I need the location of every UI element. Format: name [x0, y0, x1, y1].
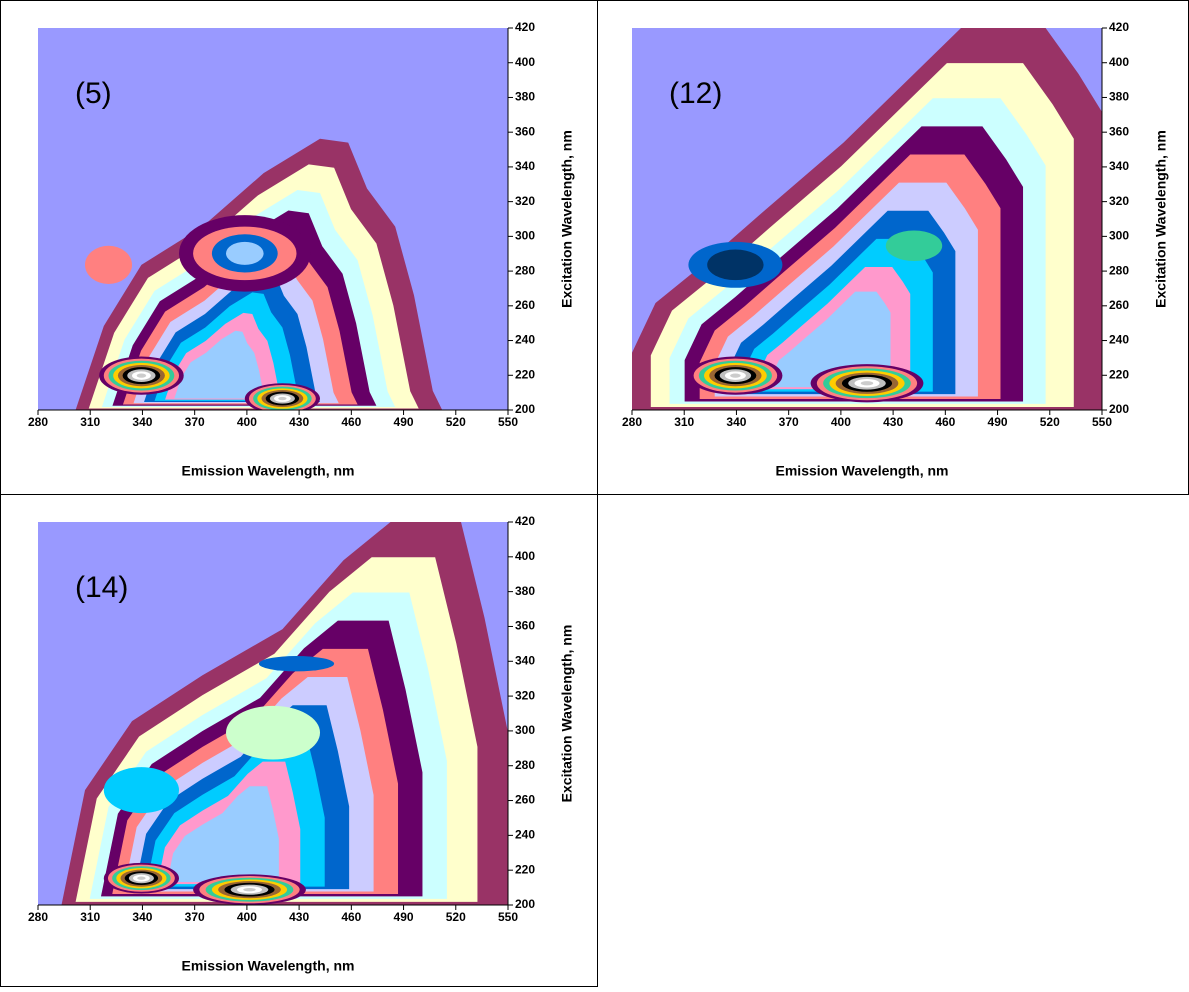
x-tick-label: 280 [28, 910, 48, 924]
y-tick-label: 360 [515, 124, 535, 138]
x-axis-title: Emission Wavelength, nm [182, 463, 355, 479]
y-tick-label: 220 [1109, 367, 1129, 381]
y-tick-label: 420 [1109, 20, 1129, 34]
contour-band [103, 767, 179, 814]
x-tick-label: 550 [1092, 415, 1112, 429]
y-tick-label: 380 [1109, 90, 1129, 104]
contour-peak [860, 381, 874, 386]
x-tick-label: 460 [935, 415, 955, 429]
y-tick-label: 320 [515, 688, 535, 702]
panel-label: (12) [669, 77, 722, 110]
y-axis-title: Excitation Wavelength, nm [1153, 130, 1169, 308]
x-tick-label: 310 [80, 910, 100, 924]
y-tick-label: 380 [515, 90, 535, 104]
y-tick-label: 300 [1109, 229, 1129, 243]
y-tick-label: 420 [515, 20, 535, 34]
panel-label: (14) [75, 571, 128, 604]
x-tick-label: 430 [289, 910, 309, 924]
y-tick-label: 340 [515, 653, 535, 667]
contour-band [226, 705, 320, 760]
contour-band [85, 245, 132, 284]
x-tick-label: 280 [622, 415, 642, 429]
x-tick-label: 490 [988, 415, 1008, 429]
contour-peak [278, 396, 287, 401]
plot-area [38, 522, 508, 905]
x-tick-label: 520 [1040, 415, 1060, 429]
contour-band [885, 230, 943, 262]
y-tick-label: 360 [1109, 124, 1129, 138]
x-tick-label: 400 [237, 415, 257, 429]
x-tick-label: 310 [674, 415, 694, 429]
y-axis-title: Excitation Wavelength, nm [559, 625, 575, 803]
x-tick-label: 520 [446, 910, 466, 924]
y-tick-label: 280 [515, 758, 535, 772]
y-tick-label: 320 [1109, 194, 1129, 208]
x-tick-label: 460 [341, 415, 361, 429]
x-axis-title: Emission Wavelength, nm [182, 958, 355, 974]
y-tick-label: 240 [515, 333, 535, 347]
y-tick-label: 300 [515, 229, 535, 243]
contour-band [258, 656, 335, 672]
contour-band [174, 330, 266, 399]
y-tick-label: 220 [515, 862, 535, 876]
panel-label: (5) [75, 77, 112, 110]
contour-peak [136, 373, 147, 378]
y-tick-label: 220 [515, 367, 535, 381]
y-tick-label: 320 [515, 194, 535, 208]
y-tick-label: 360 [515, 619, 535, 633]
y-tick-label: 400 [515, 549, 535, 563]
y-tick-label: 420 [515, 514, 535, 528]
x-tick-label: 340 [132, 910, 152, 924]
x-tick-label: 550 [498, 910, 518, 924]
contour-band [707, 249, 764, 281]
y-tick-label: 200 [1109, 402, 1129, 416]
x-tick-label: 280 [28, 415, 48, 429]
contour-peak [243, 887, 256, 892]
y-tick-label: 300 [515, 723, 535, 737]
contour-band [773, 291, 891, 388]
y-tick-label: 260 [1109, 298, 1129, 312]
y-tick-label: 280 [515, 263, 535, 277]
x-tick-label: 370 [185, 910, 205, 924]
y-tick-label: 400 [1109, 55, 1129, 69]
y-tick-label: 340 [515, 159, 535, 173]
y-tick-label: 400 [515, 55, 535, 69]
x-tick-label: 340 [132, 415, 152, 429]
x-tick-label: 340 [726, 415, 746, 429]
plot-area [632, 28, 1102, 410]
contour-band [167, 786, 279, 883]
y-axis-title: Excitation Wavelength, nm [559, 130, 575, 308]
contour-peak [730, 373, 741, 378]
plot-area [38, 28, 508, 410]
x-tick-label: 370 [185, 415, 205, 429]
x-tick-label: 430 [883, 415, 903, 429]
y-tick-label: 200 [515, 402, 535, 416]
y-tick-label: 240 [1109, 333, 1129, 347]
contour-band [226, 241, 264, 265]
x-tick-label: 430 [289, 415, 309, 429]
y-tick-label: 260 [515, 298, 535, 312]
y-tick-label: 260 [515, 793, 535, 807]
x-tick-label: 490 [394, 910, 414, 924]
x-tick-label: 550 [498, 415, 518, 429]
y-tick-label: 280 [1109, 263, 1129, 277]
y-tick-label: 240 [515, 828, 535, 842]
x-axis-title: Emission Wavelength, nm [776, 463, 949, 479]
x-tick-label: 460 [341, 910, 361, 924]
x-tick-label: 400 [237, 910, 257, 924]
x-tick-label: 490 [394, 415, 414, 429]
y-tick-label: 340 [1109, 159, 1129, 173]
contour-peak [137, 876, 146, 880]
x-tick-label: 310 [80, 415, 100, 429]
y-tick-label: 380 [515, 584, 535, 598]
x-tick-label: 520 [446, 415, 466, 429]
x-tick-label: 400 [831, 415, 851, 429]
y-tick-label: 200 [515, 897, 535, 911]
x-tick-label: 370 [779, 415, 799, 429]
